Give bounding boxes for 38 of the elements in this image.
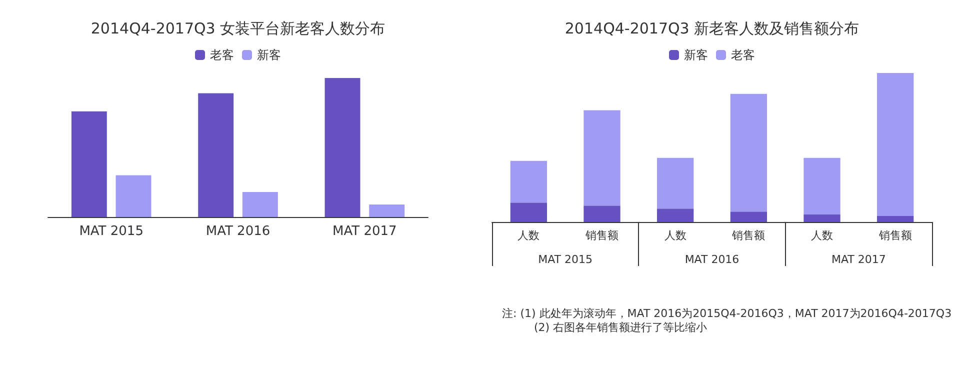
bar (369, 204, 405, 217)
legend-label: 老客 (731, 48, 755, 62)
bar (804, 158, 840, 215)
bar (730, 212, 767, 222)
text: (2) 右图各年销售额进行了等比缩小 (534, 321, 708, 334)
x-tick-label: 销售额 (584, 229, 618, 242)
text: 注: (1) 此处年为滚动年，MAT 2016为2015Q4-2016Q3，MAT 2017为2016Q4-2017Q3 (502, 307, 952, 320)
bar (198, 93, 234, 217)
x-tick-label: 人数 (518, 229, 540, 242)
bar (71, 111, 107, 217)
x-tick-label: 销售额 (878, 229, 912, 242)
x-tick-label: MAT 2017 (332, 224, 397, 239)
legend-label: 老客 (210, 48, 234, 62)
text: MAT 2017 (831, 253, 886, 266)
bar (657, 158, 694, 209)
bar (730, 94, 767, 212)
bar (877, 73, 914, 216)
chart-title: 2014Q4-2017Q3 女装平台新老客人数分布 (90, 20, 386, 38)
bar (584, 110, 620, 206)
bar (877, 216, 914, 222)
text: MAT 2015 (538, 253, 593, 266)
x-tick-label: MAT 2015 (79, 224, 144, 239)
x-tick-label: 人数 (664, 229, 686, 242)
legend-label: 新客 (257, 48, 281, 62)
text: MAT 2016 (684, 253, 740, 266)
bar (657, 208, 694, 222)
bar (510, 202, 547, 222)
chart-title: 2014Q4-2017Q3 新老客人数及销售额分布 (564, 20, 860, 38)
bar (324, 78, 360, 217)
x-tick-label: MAT 2016 (206, 224, 270, 239)
x-tick-label: 人数 (811, 229, 833, 242)
legend-label: 新客 (684, 48, 708, 62)
x-tick-label: 销售额 (731, 229, 766, 242)
bar (584, 206, 620, 222)
bar (242, 192, 278, 217)
bar (510, 160, 547, 203)
bar (804, 214, 840, 222)
bar (116, 175, 152, 217)
